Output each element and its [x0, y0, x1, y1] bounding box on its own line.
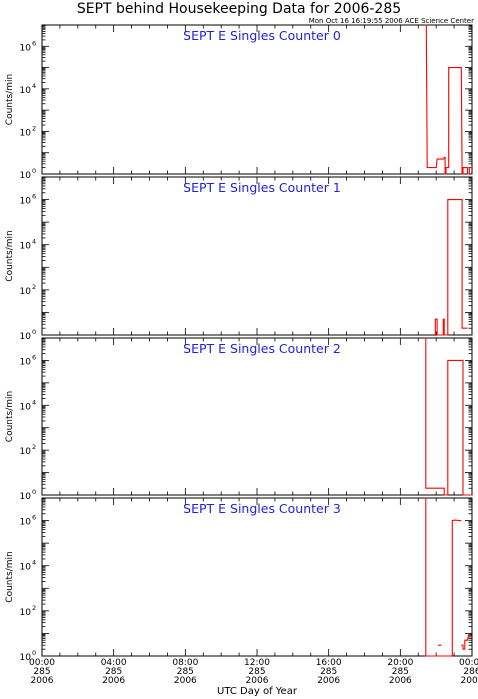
x-tick-label-time: 08:00	[172, 658, 198, 668]
x-tick-label-year: 2006	[389, 676, 412, 686]
y-tick-label: 10	[20, 171, 32, 181]
x-tick-label-year: 2006	[246, 676, 269, 686]
generation-timestamp: Mon Oct 16 16:19:55 2006 ACE Science Cen…	[309, 17, 474, 25]
y-tick-label: 10	[20, 43, 32, 53]
y-tick-label-exponent: 0	[32, 328, 36, 336]
x-tick-label-time: 16:00	[316, 658, 342, 668]
y-tick-label-exponent: 0	[32, 167, 36, 175]
panel-title: SEPT E Singles Counter 1	[183, 180, 341, 195]
x-tick-label-doy: 285	[320, 667, 337, 677]
series-line	[425, 337, 472, 496]
y-tick-label: 10	[20, 447, 32, 457]
panel-title: SEPT E Singles Counter 2	[183, 341, 341, 356]
series-line	[425, 24, 472, 175]
y-axis-label: Counts/min	[5, 230, 15, 281]
y-tick-label-exponent: 0	[32, 488, 36, 496]
x-tick-label-time: 12:00	[244, 658, 270, 668]
y-tick-label: 10	[20, 608, 32, 618]
x-tick-label-time: 04:00	[101, 658, 127, 668]
y-tick-label-exponent: 2	[32, 124, 36, 132]
x-tick-label-time: 20:00	[387, 658, 413, 668]
x-axis-label: UTC Day of Year	[217, 686, 298, 697]
y-tick-label: 10	[20, 653, 32, 663]
x-tick-label-doy: 285	[248, 667, 265, 677]
x-tick-label-year: 2006	[461, 676, 478, 686]
panel-title: SEPT E Singles Counter 3	[183, 501, 341, 516]
x-tick-label-time: 00:00	[29, 658, 55, 668]
y-axis-label: Counts/min	[5, 391, 15, 442]
y-tick-label: 10	[20, 492, 32, 502]
x-tick-label-doy: 285	[392, 667, 409, 677]
y-tick-label-exponent: 4	[32, 82, 36, 90]
x-tick-label-time: 00:00	[459, 658, 478, 668]
plot-frame	[41, 337, 473, 496]
y-tick-label: 10	[20, 402, 32, 412]
y-tick-label: 10	[20, 242, 32, 252]
x-tick-label-year: 2006	[102, 676, 125, 686]
y-tick-label-exponent: 6	[32, 39, 36, 47]
x-tick-label-doy: 285	[33, 667, 50, 677]
plot-frame	[41, 24, 473, 175]
panel-title: SEPT E Singles Counter 0	[183, 28, 341, 43]
y-tick-label-exponent: 2	[32, 283, 36, 291]
x-tick-label-year: 2006	[317, 676, 340, 686]
y-tick-label: 10	[20, 128, 32, 138]
y-tick-label-exponent: 4	[32, 398, 36, 406]
x-tick-label-doy: 285	[177, 667, 194, 677]
plot-frame	[41, 497, 473, 657]
y-tick-label: 10	[20, 86, 32, 96]
x-tick-label-year: 2006	[174, 676, 197, 686]
plot-frame	[41, 176, 473, 336]
y-tick-label-exponent: 4	[32, 238, 36, 246]
y-tick-label-exponent: 0	[32, 649, 36, 657]
y-tick-label-exponent: 2	[32, 443, 36, 451]
y-tick-label: 10	[20, 518, 32, 528]
y-tick-label-exponent: 4	[32, 559, 36, 567]
y-tick-label: 10	[20, 287, 32, 297]
series-line	[425, 497, 462, 657]
y-tick-label-exponent: 6	[32, 353, 36, 361]
y-tick-label: 10	[20, 332, 32, 342]
series-line	[461, 635, 472, 650]
y-axis-label: Counts/min	[5, 74, 15, 125]
y-tick-label: 10	[20, 357, 32, 367]
x-tick-label-doy: 285	[105, 667, 122, 677]
y-tick-label-exponent: 6	[32, 193, 36, 201]
y-tick-label-exponent: 6	[32, 514, 36, 522]
y-tick-label-exponent: 2	[32, 604, 36, 612]
chart-title: SEPT behind Housekeeping Data for 2006-2…	[77, 1, 401, 17]
y-axis-label: Counts/min	[5, 551, 15, 602]
x-tick-label-doy: 286	[463, 667, 478, 677]
x-tick-label-year: 2006	[31, 676, 54, 686]
series-line	[434, 199, 468, 336]
y-tick-label: 10	[20, 563, 32, 573]
y-tick-label: 10	[20, 197, 32, 207]
